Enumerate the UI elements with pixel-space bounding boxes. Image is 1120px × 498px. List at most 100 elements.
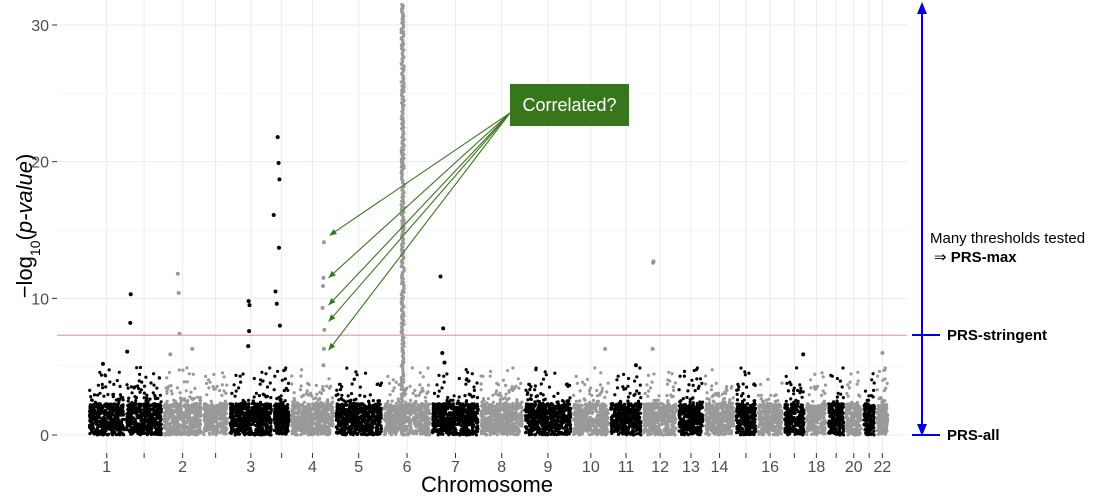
snp-point: [134, 399, 138, 403]
snp-point: [115, 379, 119, 383]
snp-point: [109, 428, 113, 432]
snp-point: [231, 418, 235, 422]
snp-point: [425, 391, 429, 395]
snp-point: [412, 416, 416, 420]
snp-point: [115, 428, 119, 432]
snp-point: [202, 432, 206, 437]
snp-point: [260, 431, 264, 435]
snp-point: [421, 428, 425, 432]
snp-point: [273, 374, 277, 378]
snp-point: [173, 422, 177, 426]
snp-point: [384, 419, 388, 423]
snp-point: [117, 400, 121, 404]
snp-point: [118, 393, 123, 397]
snp-point: [334, 393, 338, 397]
snp-point: [413, 421, 417, 425]
snp-point: [466, 406, 470, 410]
snp-point: [364, 425, 368, 430]
snp-point: [196, 428, 200, 432]
snp-point: [394, 401, 399, 405]
snp-point: [112, 382, 116, 386]
snp-point: [223, 414, 227, 418]
snp-point: [92, 393, 97, 397]
snp-point: [242, 413, 246, 417]
snp-point: [105, 402, 109, 406]
snp-point: [376, 382, 380, 386]
snp-point: [426, 383, 431, 387]
snp-point: [308, 424, 312, 428]
snp-point: [311, 422, 315, 426]
snp-point: [383, 403, 388, 407]
snp-point: [214, 431, 218, 435]
snp-point: [408, 402, 412, 406]
snp-point: [238, 374, 242, 378]
snp-point: [264, 426, 268, 430]
snp-point: [452, 419, 456, 424]
snp-point: [218, 408, 222, 412]
snp-point: [347, 425, 352, 429]
snp-point: [269, 396, 273, 400]
snp-point: [452, 394, 456, 398]
snp-point: [207, 386, 211, 390]
snp-point: [265, 423, 269, 427]
snp-point: [153, 393, 157, 398]
snp-point: [165, 399, 169, 403]
snp-point: [152, 372, 156, 376]
snp-point: [206, 425, 211, 429]
snp-point: [282, 389, 286, 393]
snp-point: [411, 408, 415, 412]
snp-point: [211, 385, 215, 389]
snp-point: [261, 419, 265, 423]
snp-point: [256, 405, 260, 409]
snp-point: [309, 411, 313, 415]
snp-point: [283, 407, 287, 411]
snp-point: [354, 370, 358, 374]
snp-point: [331, 423, 335, 427]
snp-point: [129, 432, 133, 436]
snp-point: [406, 432, 410, 436]
snp-point: [340, 410, 345, 414]
snp-point: [137, 379, 141, 383]
snp-point: [144, 375, 148, 379]
snp-point: [99, 373, 103, 377]
snp-point: [345, 422, 349, 426]
snp-point: [156, 412, 160, 416]
snp-point: [149, 381, 153, 385]
snp-point: [310, 433, 314, 437]
snp-point: [416, 429, 420, 433]
snp-point: [162, 423, 166, 427]
snp-point: [143, 431, 147, 435]
snp-point: [93, 410, 97, 414]
snp-point: [192, 421, 196, 425]
snp-point: [220, 383, 224, 387]
snp-point: [367, 399, 371, 403]
snp-point: [222, 375, 226, 379]
snp-point: [275, 406, 279, 410]
snp-point: [427, 433, 431, 437]
snp-point: [117, 430, 122, 435]
snp-point: [234, 373, 238, 377]
snp-point: [415, 417, 419, 421]
snp-point: [417, 407, 421, 411]
snp-point: [345, 409, 350, 413]
snp-point: [280, 421, 284, 425]
snp-point: [439, 406, 443, 411]
snp-point: [436, 394, 440, 398]
snp-point: [378, 432, 382, 436]
snp-point: [320, 412, 324, 416]
snp-point: [382, 406, 386, 410]
snp-point: [411, 391, 415, 395]
snp-point: [120, 427, 124, 431]
snp-point: [284, 414, 288, 418]
snp-point: [338, 382, 342, 386]
snp-point: [324, 420, 329, 425]
snp-point: [286, 429, 290, 433]
snp-point: [118, 384, 122, 388]
snp-point: [353, 429, 357, 433]
snp-point: [238, 420, 242, 424]
snp-point: [167, 384, 171, 388]
snp-point: [121, 424, 125, 428]
snp-point: [98, 391, 102, 395]
snp-point: [246, 420, 250, 424]
snp-point: [142, 391, 146, 395]
